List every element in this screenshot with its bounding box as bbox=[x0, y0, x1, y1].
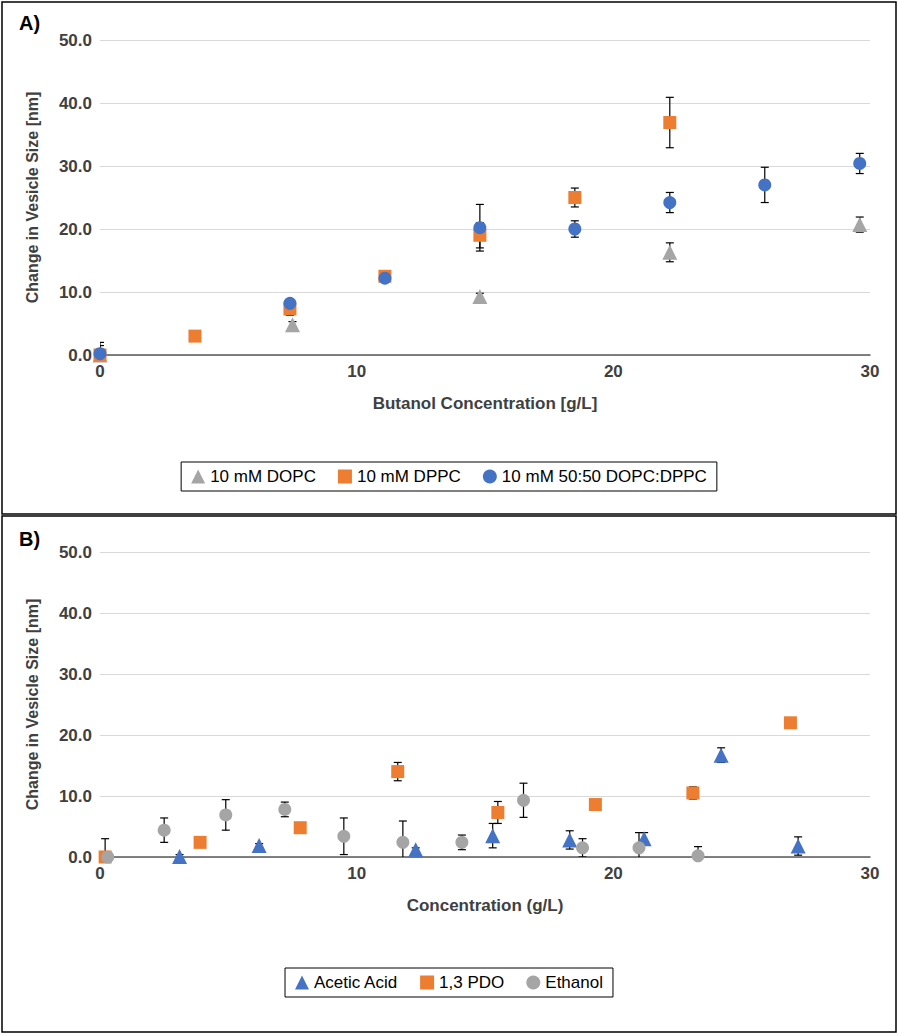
svg-text:10.0: 10.0 bbox=[59, 283, 92, 302]
svg-text:B): B) bbox=[19, 528, 40, 550]
svg-text:10.0: 10.0 bbox=[59, 787, 92, 806]
svg-text:40.0: 40.0 bbox=[59, 94, 92, 113]
svg-text:30.0: 30.0 bbox=[59, 665, 92, 684]
svg-text:30: 30 bbox=[861, 362, 880, 381]
svg-text:Change in Vesicle Size [nm]: Change in Vesicle Size [nm] bbox=[24, 599, 41, 811]
svg-text:20: 20 bbox=[604, 362, 623, 381]
svg-text:30: 30 bbox=[861, 864, 880, 883]
svg-text:0: 0 bbox=[95, 362, 104, 381]
svg-text:10 mM DPPC: 10 mM DPPC bbox=[357, 467, 461, 486]
svg-text:20: 20 bbox=[604, 864, 623, 883]
svg-text:20.0: 20.0 bbox=[59, 220, 92, 239]
svg-text:50.0: 50.0 bbox=[59, 31, 92, 50]
svg-text:30.0: 30.0 bbox=[59, 157, 92, 176]
svg-text:50.0: 50.0 bbox=[59, 543, 92, 562]
svg-text:Concentration (g/L): Concentration (g/L) bbox=[407, 896, 564, 915]
svg-text:40.0: 40.0 bbox=[59, 604, 92, 623]
svg-text:Acetic Acid: Acetic Acid bbox=[314, 973, 397, 992]
svg-text:10 mM DOPC: 10 mM DOPC bbox=[210, 467, 316, 486]
svg-text:Change in Vesicle Size [nm]: Change in Vesicle Size [nm] bbox=[24, 92, 41, 304]
svg-text:10: 10 bbox=[347, 864, 366, 883]
svg-text:1,3 PDO: 1,3 PDO bbox=[439, 973, 504, 992]
svg-text:Ethanol: Ethanol bbox=[545, 973, 603, 992]
svg-text:A): A) bbox=[19, 12, 40, 34]
svg-text:20.0: 20.0 bbox=[59, 726, 92, 745]
svg-text:0.0: 0.0 bbox=[68, 346, 92, 365]
svg-text:10: 10 bbox=[347, 362, 366, 381]
svg-text:Butanol Concentration [g/L]: Butanol Concentration [g/L] bbox=[373, 394, 598, 413]
svg-text:10 mM 50:50 DOPC:DPPC: 10 mM 50:50 DOPC:DPPC bbox=[502, 467, 707, 486]
svg-text:0.0: 0.0 bbox=[68, 848, 92, 867]
svg-text:0: 0 bbox=[95, 864, 104, 883]
